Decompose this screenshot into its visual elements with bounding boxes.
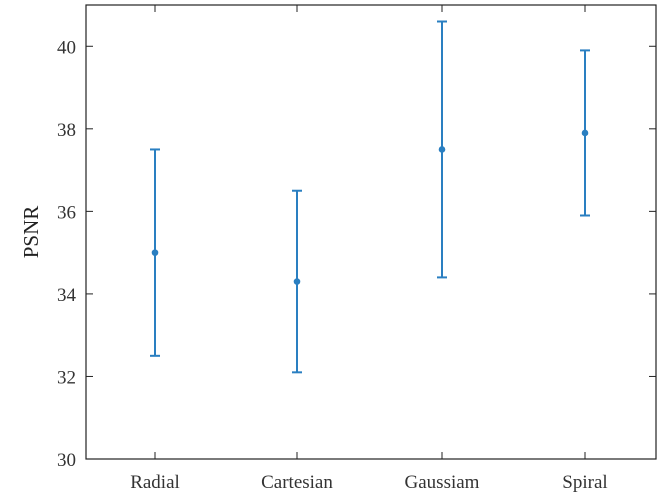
y-tick-label: 38 [57,120,76,141]
y-axis-label: PSNR [19,206,43,259]
errorbar-gaussiam [437,20,447,279]
x-tick-label: Cartesian [261,472,333,493]
errorbar-cartesian [292,189,302,374]
x-tick-label: Gaussiam [405,472,480,493]
data-point [151,249,159,256]
y-tick-label: 30 [57,450,76,471]
errorbar-spiral [580,49,590,217]
plot-frame [85,4,657,460]
data-point [293,278,301,285]
y-tick-label: 40 [57,37,76,58]
x-tick-label: Radial [130,472,180,493]
y-tick-label: 34 [57,285,77,306]
x-tick-label: Spiral [562,472,607,493]
y-tick-label: 36 [57,202,76,223]
errorbar-radial [150,148,160,357]
data-point [581,129,589,137]
data-point [438,146,446,153]
y-tick-label: 32 [57,367,76,388]
